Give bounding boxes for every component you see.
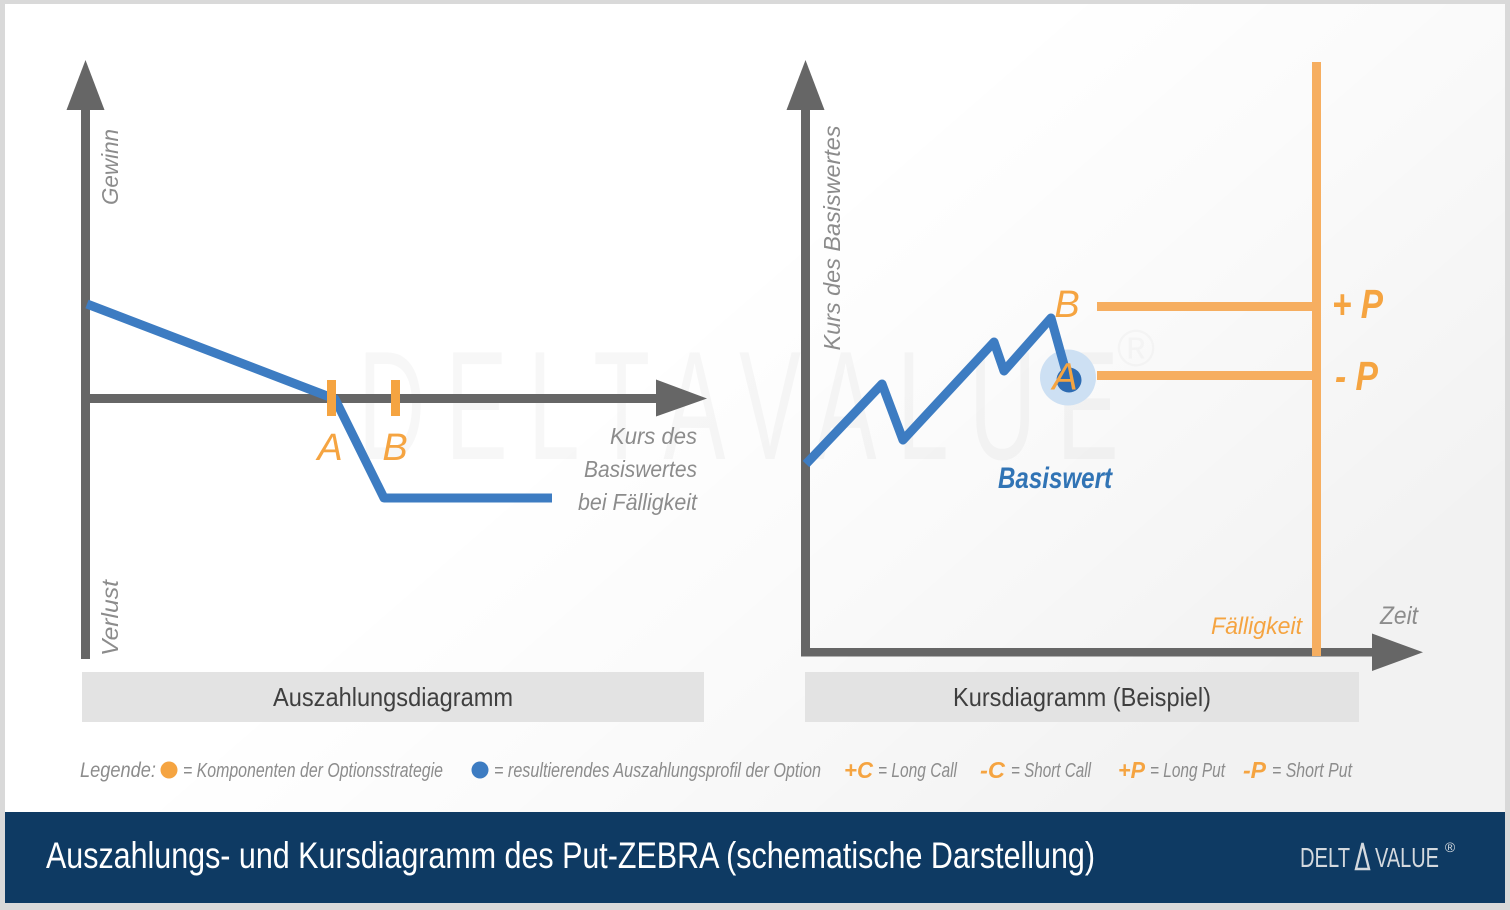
svg-text:-P: -P (1243, 757, 1267, 783)
svg-text:DELT: DELT (1300, 842, 1350, 873)
svg-text:Verlust: Verlust (97, 578, 123, 656)
svg-text:Kurs des: Kurs des (610, 423, 697, 449)
svg-text:A: A (315, 427, 342, 469)
svg-text:= resultierendes Auszahlungspr: = resultierendes Auszahlungsprofil der O… (494, 760, 821, 782)
svg-text:Kurs des Basiswertes: Kurs des Basiswertes (819, 125, 845, 351)
svg-text:-C: -C (980, 757, 1005, 783)
svg-text:= Long Call: = Long Call (878, 760, 957, 782)
svg-text:®: ® (1445, 839, 1456, 855)
svg-text:Auszahlungs- und Kursdiagramm: Auszahlungs- und Kursdiagramm des Put-ZE… (46, 835, 1095, 876)
svg-text:= Short Put: = Short Put (1272, 760, 1353, 782)
svg-text:VALUE: VALUE (1375, 842, 1439, 873)
svg-text:Basiswert: Basiswert (998, 462, 1114, 495)
svg-text:bei Fälligkeit: bei Fälligkeit (578, 489, 698, 515)
svg-text:B: B (1054, 284, 1079, 326)
svg-text:= Komponenten der Optionsstrat: = Komponenten der Optionsstrategie (183, 760, 443, 782)
svg-text:+P: +P (1118, 757, 1146, 783)
svg-text:Kursdiagramm (Beispiel): Kursdiagramm (Beispiel) (953, 682, 1211, 712)
svg-text:A: A (1050, 357, 1077, 399)
svg-text:B: B (382, 427, 407, 469)
svg-text:Zeit: Zeit (1379, 602, 1419, 630)
svg-text:Auszahlungsdiagramm: Auszahlungsdiagramm (273, 682, 513, 712)
svg-text:Legende:: Legende: (80, 759, 156, 782)
svg-text:Basiswertes: Basiswertes (584, 456, 697, 482)
svg-text:+C: +C (844, 757, 873, 783)
svg-text:+ P: + P (1332, 281, 1384, 327)
svg-text:- P: - P (1335, 353, 1379, 399)
svg-text:®: ® (1117, 320, 1155, 378)
svg-text:= Short Call: = Short Call (1011, 760, 1091, 782)
svg-text:= Long Put: = Long Put (1150, 760, 1226, 782)
svg-text:Gewinn: Gewinn (97, 129, 123, 205)
svg-text:Fälligkeit: Fälligkeit (1211, 613, 1303, 640)
